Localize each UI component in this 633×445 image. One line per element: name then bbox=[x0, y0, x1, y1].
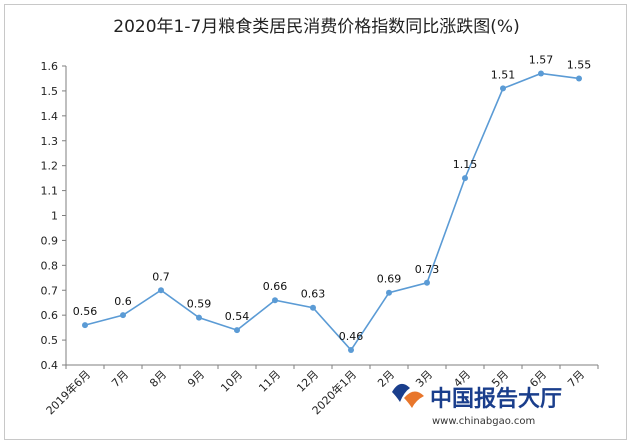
data-point bbox=[120, 312, 126, 319]
chart-title: 2020年1-7月粮食类居民消费价格指数同比涨跌图(%) bbox=[113, 17, 520, 37]
y-tick-label: 0.9 bbox=[41, 234, 59, 247]
data-label: 1.51 bbox=[491, 68, 516, 81]
data-label: 0.66 bbox=[263, 280, 288, 293]
y-tick-label: 1.5 bbox=[41, 85, 59, 98]
x-tick-label: 7月 bbox=[565, 368, 587, 390]
data-point bbox=[158, 287, 164, 294]
x-tick-label: 9月 bbox=[185, 368, 207, 390]
y-tick-label: 1.3 bbox=[41, 135, 59, 148]
data-point bbox=[500, 85, 506, 92]
x-tick-label: 11月 bbox=[256, 368, 283, 395]
data-label: 0.6 bbox=[114, 295, 132, 308]
watermark-text: 中国报告大厅 bbox=[430, 387, 562, 412]
y-tick-label: 0.5 bbox=[41, 334, 59, 347]
y-tick-label: 0.7 bbox=[41, 284, 59, 297]
y-tick-label: 0.8 bbox=[41, 259, 59, 272]
x-tick-label: 2月 bbox=[375, 368, 397, 390]
data-point bbox=[348, 347, 354, 354]
y-tick-label: 1.6 bbox=[41, 60, 59, 73]
x-tick-label: 10月 bbox=[218, 368, 245, 395]
data-point bbox=[310, 304, 316, 311]
data-label: 0.69 bbox=[377, 273, 402, 286]
chart-frame bbox=[4, 4, 627, 440]
data-point bbox=[196, 314, 202, 321]
data-point bbox=[538, 70, 544, 77]
data-label: 0.59 bbox=[187, 298, 212, 311]
x-tick-label: 2019年6月 bbox=[43, 367, 93, 417]
y-axis-ticks: 0.4 0.5 0.6 0.7 0.8 0.9 1 1.1 1.2 1.3 1.4 1.5 1.6 bbox=[41, 60, 66, 372]
y-tick-label: 1.2 bbox=[41, 160, 59, 173]
y-tick-label: 1 bbox=[51, 210, 58, 223]
data-point bbox=[386, 289, 392, 296]
data-label: 0.54 bbox=[225, 310, 250, 323]
data-label: 0.46 bbox=[339, 330, 364, 343]
data-label: 1.15 bbox=[453, 158, 478, 171]
series-line bbox=[84, 72, 580, 352]
x-tick-label: 7月 bbox=[109, 368, 131, 390]
watermark-url: www.chinabgao.com bbox=[432, 416, 535, 427]
data-labels: 0.56 0.6 0.7 0.59 0.54 0.66 0.63 0.46 0.69 0.73 1.… bbox=[73, 53, 592, 343]
x-tick-label: 8月 bbox=[147, 368, 169, 390]
axes bbox=[65, 66, 598, 366]
data-label: 1.55 bbox=[567, 58, 592, 71]
data-point bbox=[576, 75, 582, 82]
y-tick-label: 0.4 bbox=[41, 359, 59, 372]
data-point bbox=[234, 327, 240, 334]
data-points bbox=[82, 70, 582, 354]
watermark-logo-icon bbox=[392, 383, 424, 408]
data-point bbox=[82, 322, 88, 329]
y-tick-label: 1.4 bbox=[41, 110, 59, 123]
data-label: 0.56 bbox=[73, 305, 98, 318]
data-label: 0.7 bbox=[152, 270, 170, 283]
data-label: 1.57 bbox=[529, 53, 554, 66]
y-tick-label: 1.1 bbox=[41, 185, 59, 198]
x-tick-label: 12月 bbox=[294, 368, 321, 395]
data-point bbox=[424, 279, 430, 286]
data-label: 0.73 bbox=[415, 263, 440, 276]
y-tick-label: 0.6 bbox=[41, 309, 59, 322]
watermark: 中国报告大厅 www.chinabgao.com bbox=[392, 383, 562, 427]
data-point bbox=[462, 175, 468, 182]
data-point bbox=[272, 297, 278, 304]
data-label: 0.63 bbox=[301, 288, 326, 301]
